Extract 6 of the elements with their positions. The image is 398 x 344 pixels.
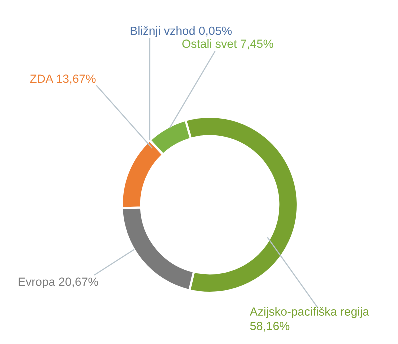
slice-label: Ostali svet 7,45%	[182, 40, 274, 50]
slice-label: Evropa 20,67%	[18, 278, 98, 289]
slice-label: Azijsko-pacifiška regija	[250, 307, 370, 318]
data-label: 58,16%	[250, 322, 290, 332]
slice-label: ZDA 13,67%	[30, 74, 96, 85]
slice-label: Bližnji vzhod 0,05%	[130, 26, 232, 38]
